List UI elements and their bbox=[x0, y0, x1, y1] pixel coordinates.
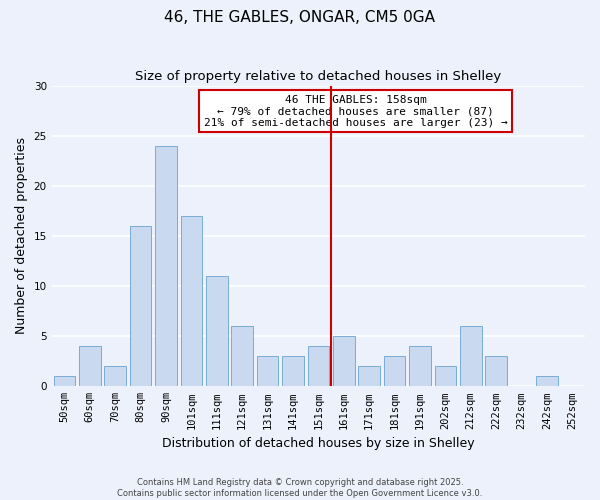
Bar bbox=[181, 216, 202, 386]
Bar bbox=[282, 356, 304, 386]
Bar bbox=[53, 376, 75, 386]
Bar bbox=[434, 366, 456, 386]
Text: 46 THE GABLES: 158sqm
← 79% of detached houses are smaller (87)
21% of semi-deta: 46 THE GABLES: 158sqm ← 79% of detached … bbox=[204, 94, 508, 128]
Bar bbox=[485, 356, 507, 386]
Bar bbox=[130, 226, 151, 386]
Bar bbox=[79, 346, 101, 387]
Text: Contains HM Land Registry data © Crown copyright and database right 2025.
Contai: Contains HM Land Registry data © Crown c… bbox=[118, 478, 482, 498]
Bar bbox=[104, 366, 126, 386]
Bar bbox=[232, 326, 253, 386]
Title: Size of property relative to detached houses in Shelley: Size of property relative to detached ho… bbox=[135, 70, 502, 83]
Y-axis label: Number of detached properties: Number of detached properties bbox=[15, 138, 28, 334]
Text: 46, THE GABLES, ONGAR, CM5 0GA: 46, THE GABLES, ONGAR, CM5 0GA bbox=[164, 10, 436, 25]
Bar bbox=[155, 146, 177, 386]
Bar bbox=[308, 346, 329, 387]
Bar bbox=[333, 336, 355, 386]
Bar bbox=[257, 356, 278, 386]
X-axis label: Distribution of detached houses by size in Shelley: Distribution of detached houses by size … bbox=[162, 437, 475, 450]
Bar bbox=[409, 346, 431, 387]
Bar bbox=[358, 366, 380, 386]
Bar bbox=[460, 326, 482, 386]
Bar bbox=[384, 356, 406, 386]
Bar bbox=[206, 276, 227, 386]
Bar bbox=[536, 376, 557, 386]
